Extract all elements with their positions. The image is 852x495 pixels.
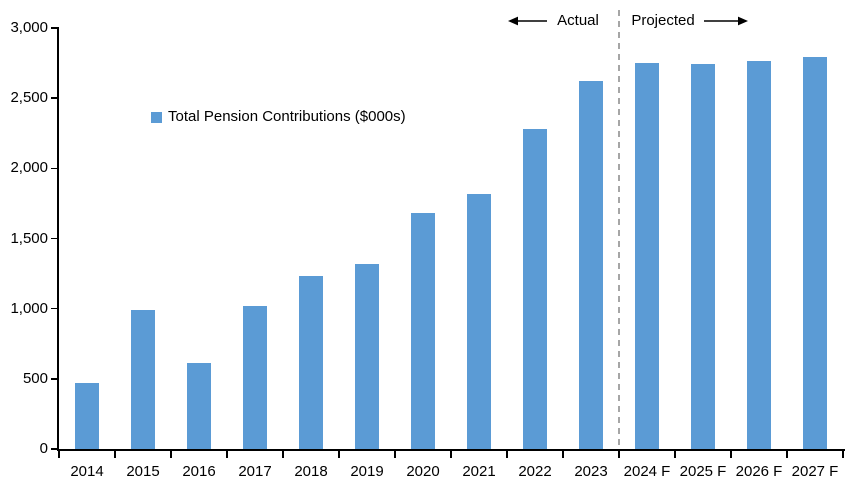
x-tick-mark [170, 449, 172, 458]
x-tick-label: 2023 [574, 463, 608, 480]
y-tick-mark [51, 448, 57, 450]
x-tick-mark [114, 449, 116, 458]
x-tick-mark [786, 449, 788, 458]
x-axis [57, 449, 845, 451]
bar-2027-f [803, 57, 827, 449]
bar-2019 [355, 263, 379, 449]
y-tick-mark [51, 27, 57, 29]
bar-2024-f [635, 63, 659, 449]
x-tick-label: 2018 [294, 463, 328, 480]
actual-projected-divider [618, 10, 620, 449]
x-tick-label: 2021 [462, 463, 496, 480]
legend-label: Total Pension Contributions ($000s) [168, 108, 406, 125]
bar-2025-f [691, 64, 715, 449]
x-tick-label: 2014 [70, 463, 104, 480]
x-tick-mark [506, 449, 508, 458]
y-tick-label: 1,000 [10, 299, 48, 317]
x-tick-label: 2017 [238, 463, 272, 480]
bar-2015 [131, 310, 155, 449]
bar-2023 [579, 81, 603, 449]
x-tick-label: 2027 F [791, 463, 839, 480]
x-tick-mark [562, 449, 564, 458]
projected-label: Projected [631, 12, 695, 29]
x-tick-label: 2024 F [623, 463, 671, 480]
left-arrow-icon [508, 16, 547, 26]
x-tick-mark [730, 449, 732, 458]
y-axis [57, 27, 59, 451]
y-tick-mark [51, 378, 57, 380]
y-tick-label: 500 [22, 369, 48, 387]
bar-2026-f [747, 60, 771, 449]
bar-2016 [187, 363, 211, 449]
bar-2017 [243, 305, 267, 449]
y-tick-label: 2,000 [10, 159, 48, 177]
x-tick-label: 2026 F [735, 463, 783, 480]
x-tick-label: 2025 F [679, 463, 727, 480]
y-tick-mark [51, 167, 57, 170]
x-tick-mark [58, 449, 60, 458]
y-tick-label: 2,500 [10, 89, 48, 107]
x-tick-label: 2022 [518, 463, 552, 480]
y-tick-mark [51, 97, 57, 99]
bar-2014 [75, 383, 99, 449]
bar-2021 [467, 194, 491, 449]
x-tick-mark [338, 449, 340, 458]
legend: Total Pension Contributions ($000s) [151, 109, 406, 125]
x-tick-label: 2019 [350, 463, 384, 480]
x-tick-mark [674, 449, 676, 458]
x-tick-label: 2016 [182, 463, 216, 480]
bar-2022 [523, 129, 547, 449]
bar-2018 [299, 275, 323, 449]
y-tick-mark [51, 237, 57, 240]
x-tick-mark [842, 449, 844, 458]
x-tick-mark [226, 449, 228, 458]
legend-swatch-icon [151, 111, 162, 123]
y-tick-mark [51, 307, 57, 310]
actual-label: Actual [557, 12, 599, 29]
x-tick-mark [394, 449, 396, 458]
y-tick-label: 1,500 [10, 229, 48, 247]
x-tick-label: 2015 [126, 463, 160, 480]
right-arrow-icon [704, 16, 748, 26]
y-tick-label: 0 [39, 440, 48, 457]
x-tick-mark [450, 449, 452, 458]
bar-2020 [411, 212, 435, 449]
y-tick-label: 3,000 [10, 19, 48, 36]
x-tick-mark [618, 449, 620, 458]
x-tick-label: 2020 [406, 463, 440, 480]
x-tick-mark [282, 449, 284, 458]
